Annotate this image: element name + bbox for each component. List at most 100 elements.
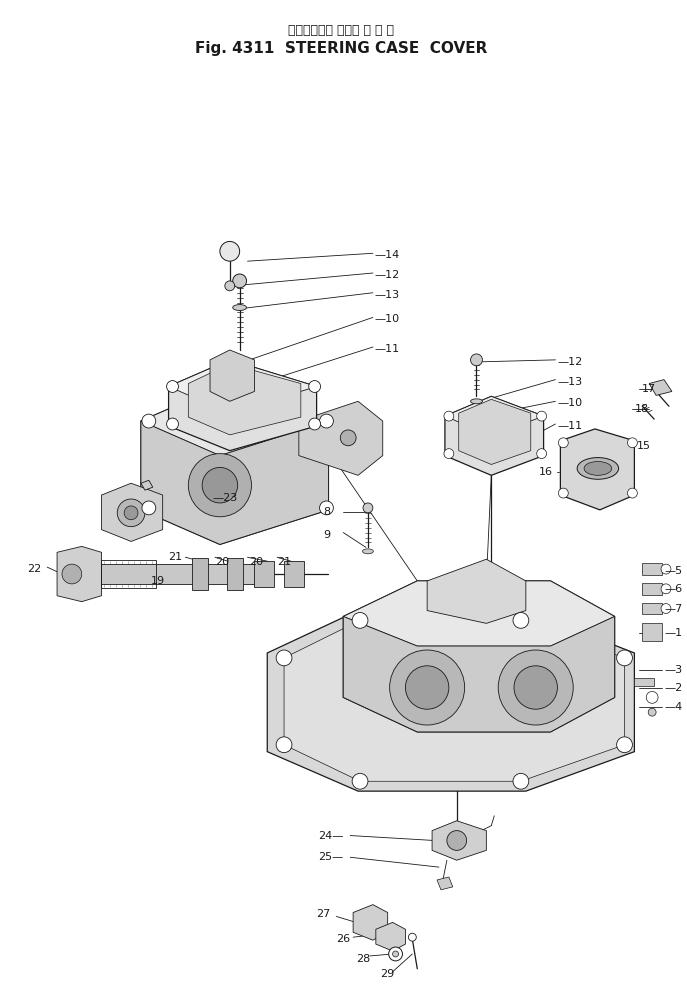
- Circle shape: [559, 438, 568, 448]
- Circle shape: [627, 438, 638, 448]
- Circle shape: [276, 737, 292, 753]
- Ellipse shape: [233, 305, 247, 311]
- Polygon shape: [102, 483, 163, 541]
- Polygon shape: [376, 922, 405, 951]
- Polygon shape: [141, 480, 153, 490]
- Circle shape: [617, 737, 633, 753]
- Text: —10: —10: [557, 398, 583, 408]
- Circle shape: [513, 613, 529, 628]
- Polygon shape: [168, 360, 317, 451]
- Polygon shape: [561, 429, 634, 510]
- Text: —4: —4: [664, 702, 682, 712]
- Text: 29: 29: [380, 969, 394, 979]
- Circle shape: [225, 281, 235, 291]
- Text: 20: 20: [249, 557, 264, 567]
- Circle shape: [117, 499, 145, 527]
- Circle shape: [627, 488, 638, 498]
- Circle shape: [233, 274, 247, 288]
- Text: 27: 27: [317, 909, 331, 919]
- Polygon shape: [141, 387, 328, 456]
- Polygon shape: [437, 877, 453, 890]
- Circle shape: [202, 467, 238, 503]
- Polygon shape: [141, 387, 328, 544]
- Polygon shape: [192, 558, 208, 590]
- Polygon shape: [642, 583, 662, 595]
- Circle shape: [537, 449, 547, 459]
- Polygon shape: [168, 360, 317, 413]
- Circle shape: [444, 411, 454, 421]
- Circle shape: [319, 414, 333, 428]
- Polygon shape: [102, 564, 260, 584]
- Text: 24—: 24—: [319, 831, 344, 841]
- Text: 21: 21: [277, 557, 291, 567]
- Text: ステアリング ケース カ バ ー: ステアリング ケース カ バ ー: [289, 24, 394, 37]
- Text: 25—: 25—: [319, 852, 344, 862]
- Polygon shape: [445, 396, 543, 475]
- Polygon shape: [344, 581, 615, 646]
- Text: —11: —11: [375, 344, 400, 354]
- Circle shape: [498, 650, 573, 725]
- Circle shape: [559, 488, 568, 498]
- Text: —2: —2: [664, 683, 682, 693]
- Text: —11: —11: [557, 421, 583, 431]
- Polygon shape: [445, 396, 543, 436]
- Text: —6: —6: [664, 584, 682, 594]
- Polygon shape: [427, 559, 526, 623]
- Ellipse shape: [363, 549, 373, 554]
- Text: 18: 18: [634, 404, 649, 414]
- Circle shape: [363, 503, 373, 513]
- Circle shape: [276, 650, 292, 666]
- Circle shape: [142, 501, 156, 515]
- Circle shape: [661, 584, 671, 594]
- Polygon shape: [227, 558, 243, 590]
- Polygon shape: [188, 364, 301, 435]
- Text: 9: 9: [324, 530, 330, 540]
- Text: 28: 28: [356, 954, 370, 964]
- Polygon shape: [344, 616, 615, 732]
- Polygon shape: [634, 678, 654, 686]
- Polygon shape: [284, 561, 304, 587]
- Text: 19: 19: [151, 576, 165, 586]
- Circle shape: [308, 418, 321, 430]
- Text: —23: —23: [212, 493, 237, 503]
- Text: —5: —5: [664, 566, 682, 576]
- Circle shape: [617, 650, 633, 666]
- Text: —14: —14: [375, 250, 400, 260]
- Circle shape: [661, 564, 671, 574]
- Text: 8: 8: [324, 507, 330, 517]
- Circle shape: [447, 831, 466, 850]
- Polygon shape: [57, 546, 102, 602]
- Circle shape: [352, 613, 368, 628]
- Circle shape: [167, 381, 179, 392]
- Polygon shape: [459, 399, 531, 464]
- Circle shape: [340, 430, 356, 446]
- Text: 15: 15: [636, 441, 651, 451]
- Polygon shape: [210, 350, 254, 401]
- Polygon shape: [141, 421, 328, 544]
- Circle shape: [649, 708, 656, 716]
- Text: —7: —7: [664, 604, 682, 614]
- Circle shape: [390, 650, 464, 725]
- Text: 16: 16: [539, 467, 552, 477]
- Text: —12: —12: [375, 270, 400, 280]
- Text: 22: 22: [27, 564, 42, 574]
- Polygon shape: [649, 380, 672, 395]
- Circle shape: [220, 241, 240, 261]
- Circle shape: [392, 951, 398, 957]
- Polygon shape: [299, 401, 383, 475]
- Text: Fig. 4311  STEERING CASE  COVER: Fig. 4311 STEERING CASE COVER: [195, 41, 488, 56]
- Circle shape: [62, 564, 82, 584]
- Polygon shape: [642, 623, 662, 641]
- Polygon shape: [267, 611, 634, 791]
- Text: 20: 20: [215, 557, 229, 567]
- Text: —12: —12: [557, 357, 583, 367]
- Ellipse shape: [471, 399, 482, 404]
- Text: —1: —1: [664, 628, 682, 638]
- Polygon shape: [642, 603, 662, 614]
- Circle shape: [319, 501, 333, 515]
- Circle shape: [646, 691, 658, 703]
- Text: —13: —13: [557, 377, 583, 387]
- Circle shape: [513, 773, 529, 789]
- Polygon shape: [284, 620, 624, 781]
- Circle shape: [537, 411, 547, 421]
